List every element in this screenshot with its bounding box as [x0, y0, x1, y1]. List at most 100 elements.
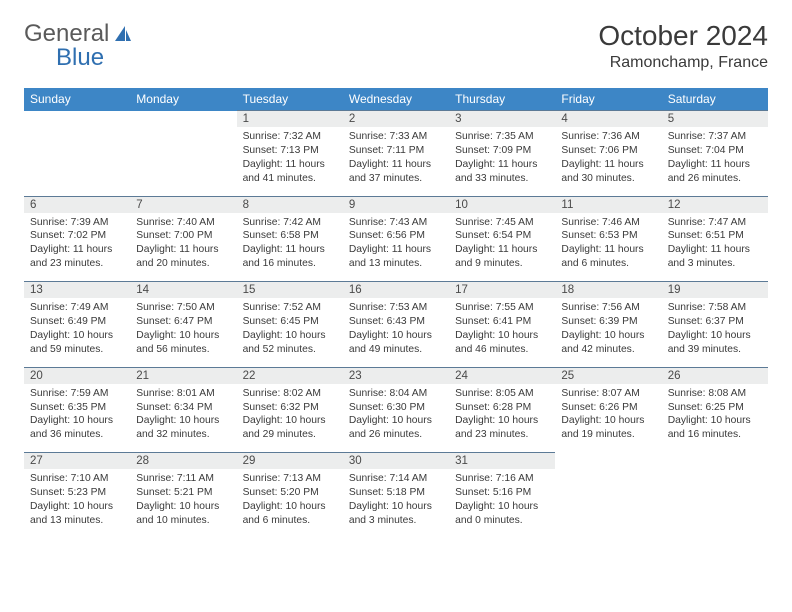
day-info-cell: Sunrise: 7:43 AMSunset: 6:56 PMDaylight:…: [343, 213, 449, 282]
day-info-cell: [662, 469, 768, 538]
day-number-cell: 22: [237, 367, 343, 384]
weekday-header: Sunday: [24, 88, 130, 111]
sunset-text: Sunset: 6:35 PM: [30, 401, 124, 415]
daylight-text: Daylight: 10 hours and 59 minutes.: [30, 329, 124, 357]
weekday-header: Thursday: [449, 88, 555, 111]
sunrise-text: Sunrise: 8:05 AM: [455, 387, 549, 401]
day-info-cell: Sunrise: 7:45 AMSunset: 6:54 PMDaylight:…: [449, 213, 555, 282]
sunrise-text: Sunrise: 7:11 AM: [136, 472, 230, 486]
weekday-header: Saturday: [662, 88, 768, 111]
sunrise-text: Sunrise: 7:53 AM: [349, 301, 443, 315]
daylight-text: Daylight: 10 hours and 6 minutes.: [243, 500, 337, 528]
daylight-text: Daylight: 11 hours and 30 minutes.: [561, 158, 655, 186]
day-number-cell: 3: [449, 111, 555, 128]
sunrise-text: Sunrise: 7:45 AM: [455, 216, 549, 230]
day-number-cell: 21: [130, 367, 236, 384]
day-info-cell: Sunrise: 7:58 AMSunset: 6:37 PMDaylight:…: [662, 298, 768, 367]
day-number-cell: 11: [555, 196, 661, 213]
daylight-text: Daylight: 11 hours and 6 minutes.: [561, 243, 655, 271]
sunset-text: Sunset: 7:11 PM: [349, 144, 443, 158]
sunrise-text: Sunrise: 7:58 AM: [668, 301, 762, 315]
day-number-cell: 10: [449, 196, 555, 213]
sunset-text: Sunset: 6:30 PM: [349, 401, 443, 415]
day-info-cell: Sunrise: 7:52 AMSunset: 6:45 PMDaylight:…: [237, 298, 343, 367]
logo-text-2: Blue: [56, 44, 104, 72]
day-number-cell: [24, 111, 130, 128]
daylight-text: Daylight: 10 hours and 36 minutes.: [30, 414, 124, 442]
day-number-row: 13141516171819: [24, 282, 768, 299]
day-info-cell: Sunrise: 7:36 AMSunset: 7:06 PMDaylight:…: [555, 127, 661, 196]
daylight-text: Daylight: 10 hours and 32 minutes.: [136, 414, 230, 442]
sunset-text: Sunset: 6:58 PM: [243, 229, 337, 243]
weekday-header: Monday: [130, 88, 236, 111]
day-number-cell: [662, 453, 768, 470]
day-info-cell: Sunrise: 7:35 AMSunset: 7:09 PMDaylight:…: [449, 127, 555, 196]
sunrise-text: Sunrise: 8:02 AM: [243, 387, 337, 401]
day-number-cell: 29: [237, 453, 343, 470]
day-number-cell: 31: [449, 453, 555, 470]
day-number-cell: 27: [24, 453, 130, 470]
day-info-cell: Sunrise: 8:08 AMSunset: 6:25 PMDaylight:…: [662, 384, 768, 453]
sunset-text: Sunset: 6:53 PM: [561, 229, 655, 243]
day-info-cell: Sunrise: 7:42 AMSunset: 6:58 PMDaylight:…: [237, 213, 343, 282]
day-number-row: 6789101112: [24, 196, 768, 213]
sunset-text: Sunset: 6:39 PM: [561, 315, 655, 329]
logo-sail-icon: [113, 24, 133, 44]
day-number-cell: 2: [343, 111, 449, 128]
day-number-cell: [130, 111, 236, 128]
day-info-cell: Sunrise: 7:10 AMSunset: 5:23 PMDaylight:…: [24, 469, 130, 538]
sunrise-text: Sunrise: 8:04 AM: [349, 387, 443, 401]
sunset-text: Sunset: 6:32 PM: [243, 401, 337, 415]
day-info-cell: Sunrise: 7:59 AMSunset: 6:35 PMDaylight:…: [24, 384, 130, 453]
sunset-text: Sunset: 5:21 PM: [136, 486, 230, 500]
weekday-header: Wednesday: [343, 88, 449, 111]
sunrise-text: Sunrise: 7:50 AM: [136, 301, 230, 315]
day-info-cell: [555, 469, 661, 538]
sunset-text: Sunset: 6:41 PM: [455, 315, 549, 329]
day-number-cell: 15: [237, 282, 343, 299]
daylight-text: Daylight: 10 hours and 0 minutes.: [455, 500, 549, 528]
sunrise-text: Sunrise: 7:16 AM: [455, 472, 549, 486]
day-number-cell: 25: [555, 367, 661, 384]
day-info-cell: Sunrise: 7:11 AMSunset: 5:21 PMDaylight:…: [130, 469, 236, 538]
daylight-text: Daylight: 11 hours and 3 minutes.: [668, 243, 762, 271]
day-info-cell: Sunrise: 7:49 AMSunset: 6:49 PMDaylight:…: [24, 298, 130, 367]
day-number-row: 12345: [24, 111, 768, 128]
daylight-text: Daylight: 11 hours and 9 minutes.: [455, 243, 549, 271]
day-number-cell: 13: [24, 282, 130, 299]
sunset-text: Sunset: 6:49 PM: [30, 315, 124, 329]
daylight-text: Daylight: 11 hours and 20 minutes.: [136, 243, 230, 271]
day-info-row: Sunrise: 7:39 AMSunset: 7:02 PMDaylight:…: [24, 213, 768, 282]
daylight-text: Daylight: 10 hours and 56 minutes.: [136, 329, 230, 357]
day-info-row: Sunrise: 7:49 AMSunset: 6:49 PMDaylight:…: [24, 298, 768, 367]
weekday-header: Tuesday: [237, 88, 343, 111]
day-number-cell: 26: [662, 367, 768, 384]
title-block: October 2024 Ramonchamp, France: [598, 20, 768, 72]
day-info-row: Sunrise: 7:10 AMSunset: 5:23 PMDaylight:…: [24, 469, 768, 538]
day-number-cell: 4: [555, 111, 661, 128]
sunrise-text: Sunrise: 7:37 AM: [668, 130, 762, 144]
sunrise-text: Sunrise: 7:36 AM: [561, 130, 655, 144]
sunrise-text: Sunrise: 7:43 AM: [349, 216, 443, 230]
daylight-text: Daylight: 11 hours and 41 minutes.: [243, 158, 337, 186]
day-number-cell: 14: [130, 282, 236, 299]
day-number-cell: [555, 453, 661, 470]
daylight-text: Daylight: 10 hours and 13 minutes.: [30, 500, 124, 528]
sunrise-text: Sunrise: 7:47 AM: [668, 216, 762, 230]
day-number-row: 2728293031: [24, 453, 768, 470]
sunset-text: Sunset: 5:23 PM: [30, 486, 124, 500]
sunset-text: Sunset: 7:09 PM: [455, 144, 549, 158]
daylight-text: Daylight: 10 hours and 16 minutes.: [668, 414, 762, 442]
sunset-text: Sunset: 6:37 PM: [668, 315, 762, 329]
sunset-text: Sunset: 5:16 PM: [455, 486, 549, 500]
day-info-cell: Sunrise: 7:14 AMSunset: 5:18 PMDaylight:…: [343, 469, 449, 538]
sunrise-text: Sunrise: 7:55 AM: [455, 301, 549, 315]
sunrise-text: Sunrise: 7:56 AM: [561, 301, 655, 315]
daylight-text: Daylight: 10 hours and 52 minutes.: [243, 329, 337, 357]
calendar-table: Sunday Monday Tuesday Wednesday Thursday…: [24, 88, 768, 538]
day-number-cell: 23: [343, 367, 449, 384]
logo-line2: Blue: [24, 44, 104, 72]
sunrise-text: Sunrise: 7:42 AM: [243, 216, 337, 230]
day-number-cell: 18: [555, 282, 661, 299]
day-info-cell: Sunrise: 7:16 AMSunset: 5:16 PMDaylight:…: [449, 469, 555, 538]
